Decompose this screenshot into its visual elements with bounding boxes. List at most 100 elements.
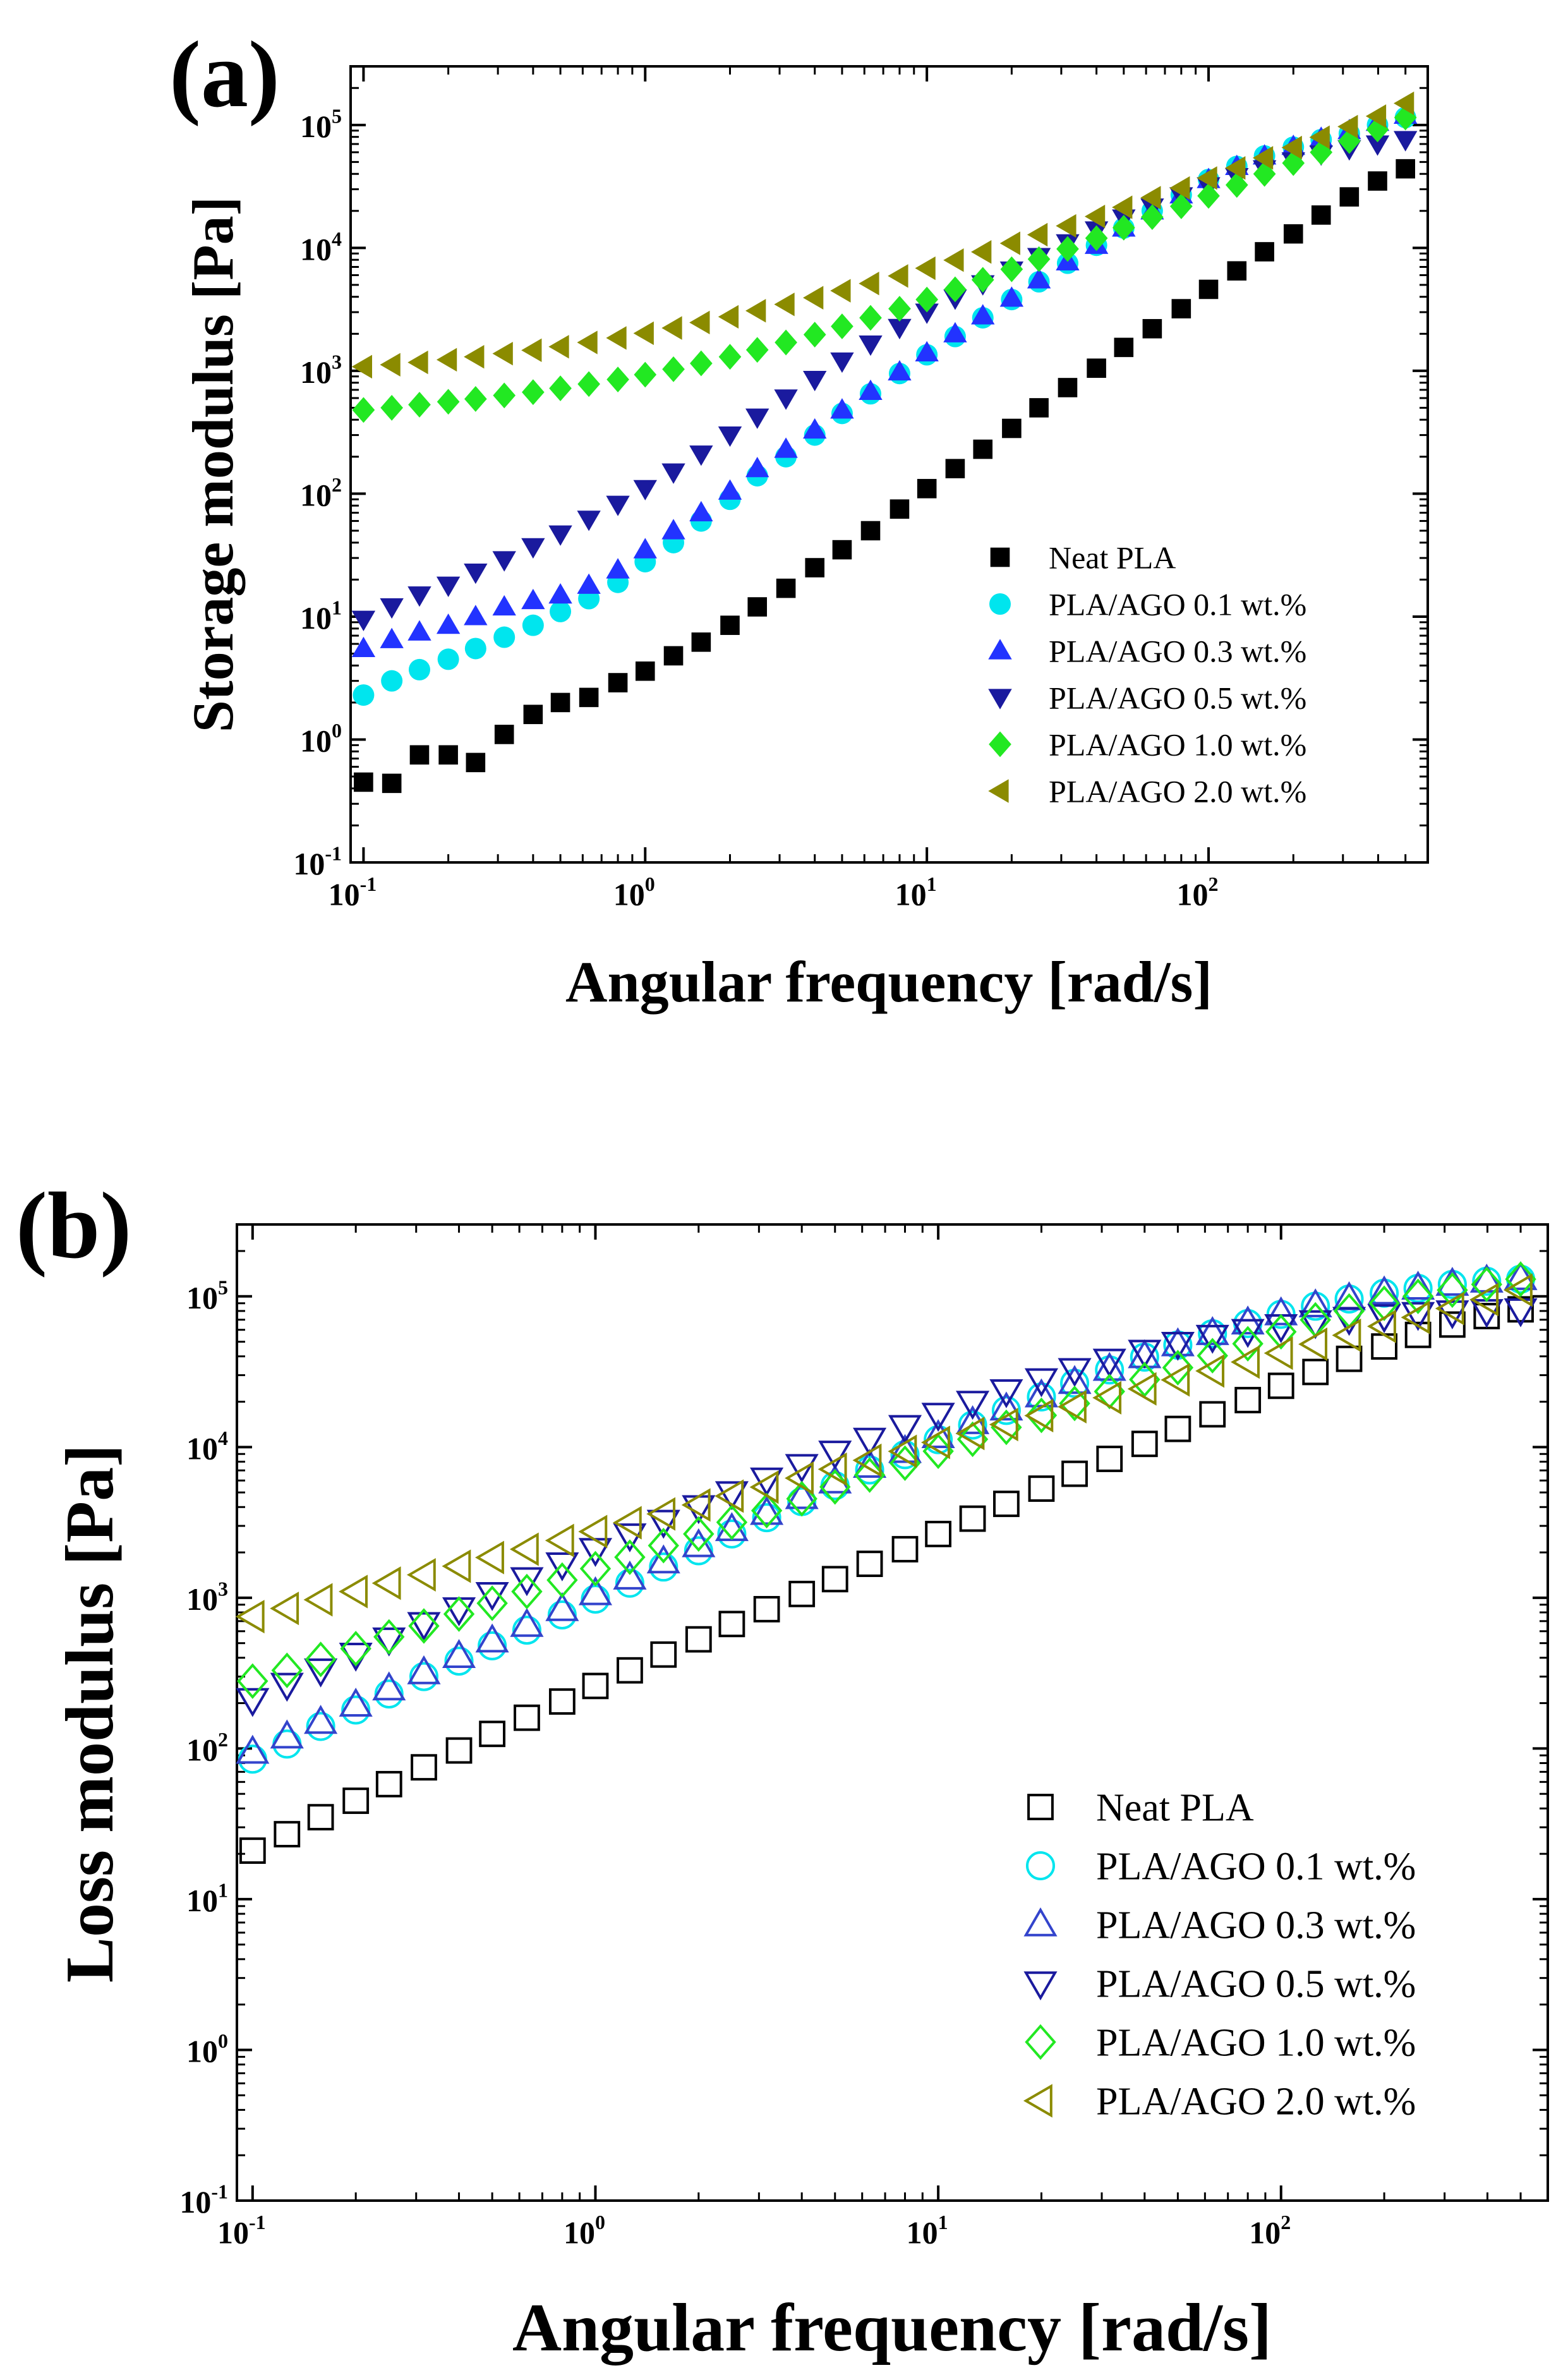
data-point bbox=[437, 648, 459, 670]
data-point bbox=[237, 1663, 268, 1699]
data-point bbox=[745, 456, 769, 478]
data-point bbox=[956, 1421, 989, 1458]
data-point bbox=[373, 1619, 405, 1655]
y-tick-label: 10-1 bbox=[293, 842, 342, 882]
data-point bbox=[891, 1536, 919, 1562]
data-point bbox=[1393, 91, 1414, 116]
legend-label-pla-ago-0-1-wt: PLA/AGO 0.1 wt.% bbox=[1096, 1846, 1416, 1889]
data-point bbox=[1232, 1326, 1263, 1362]
data-point bbox=[1365, 104, 1387, 128]
data-point bbox=[493, 626, 516, 648]
data-point bbox=[442, 1549, 471, 1583]
legend-marker-pla-ago-0-3-wt bbox=[1023, 1907, 1058, 1937]
data-point bbox=[578, 1514, 608, 1549]
data-point bbox=[745, 337, 769, 363]
data-point bbox=[578, 1576, 613, 1605]
data-point bbox=[1298, 1327, 1328, 1362]
data-point bbox=[548, 1688, 576, 1715]
data-point bbox=[785, 1454, 819, 1484]
data-point bbox=[956, 1391, 990, 1420]
data-point bbox=[236, 1688, 270, 1717]
legend-label-neat-pla: Neat PLA bbox=[1049, 540, 1176, 576]
data-point bbox=[579, 1550, 612, 1587]
data-point bbox=[510, 1567, 544, 1597]
data-point bbox=[304, 1658, 338, 1688]
data-point bbox=[408, 392, 431, 418]
legend-label-pla-ago-2-0-wt: PLA/AGO 2.0 wt.% bbox=[1096, 2081, 1416, 2124]
data-point bbox=[1024, 1398, 1054, 1433]
data-point bbox=[888, 360, 912, 381]
data-point bbox=[989, 1408, 1018, 1442]
data-point bbox=[550, 692, 570, 713]
data-point bbox=[1401, 1271, 1435, 1300]
data-point bbox=[615, 1568, 644, 1598]
data-point bbox=[971, 267, 994, 293]
data-point bbox=[830, 352, 854, 373]
data-point bbox=[646, 1497, 676, 1531]
data-point bbox=[662, 356, 685, 382]
data-point bbox=[718, 1611, 745, 1638]
data-point bbox=[1169, 193, 1193, 219]
panel-b-legend: Neat PLA PLA/AGO 0.1 wt.% PLA/AGO 0.3 wt.%… bbox=[1023, 1787, 1416, 2124]
data-point bbox=[691, 632, 711, 652]
data-point bbox=[1197, 1338, 1228, 1374]
data-point bbox=[924, 1425, 953, 1454]
data-point bbox=[479, 1720, 506, 1748]
data-point bbox=[464, 605, 488, 625]
data-point bbox=[372, 1627, 406, 1657]
data-point bbox=[1092, 1348, 1126, 1378]
series-pla-ago-2-0-wt bbox=[351, 91, 1414, 379]
data-point bbox=[408, 1608, 440, 1644]
data-point bbox=[614, 1539, 646, 1575]
data-point bbox=[478, 1631, 507, 1660]
data-point bbox=[683, 1516, 715, 1552]
legend-label-pla-ago-1-0-wt: PLA/AGO 1.0 wt.% bbox=[1049, 727, 1306, 763]
data-point bbox=[577, 573, 601, 594]
legend-marker-pla-ago-1-0-wt bbox=[989, 731, 1011, 758]
data-point bbox=[306, 1712, 335, 1741]
data-point bbox=[1195, 1315, 1229, 1345]
data-point bbox=[371, 1566, 401, 1600]
data-point bbox=[1127, 1372, 1157, 1406]
data-point bbox=[1027, 268, 1051, 289]
series-pla-ago-2-0-wt bbox=[235, 1273, 1533, 1634]
data-point bbox=[859, 335, 883, 356]
data-point bbox=[944, 276, 967, 303]
data-point bbox=[689, 500, 713, 522]
data-point bbox=[803, 286, 824, 310]
data-point bbox=[1404, 1321, 1432, 1348]
panel-b-label: (b) bbox=[16, 1173, 131, 1278]
data-point bbox=[821, 1566, 848, 1593]
legend-label-pla-ago-1-0-wt: PLA/AGO 1.0 wt.% bbox=[1096, 2022, 1416, 2065]
data-point bbox=[545, 1523, 574, 1557]
data-point bbox=[354, 772, 373, 792]
legend-label-pla-ago-0-3-wt: PLA/AGO 0.3 wt.% bbox=[1096, 1904, 1416, 1947]
data-point bbox=[681, 1488, 711, 1522]
data-point bbox=[1087, 358, 1106, 378]
y-tick-label: 105 bbox=[300, 104, 342, 144]
data-point bbox=[521, 338, 542, 363]
data-point bbox=[1161, 1327, 1195, 1357]
data-point bbox=[494, 725, 514, 744]
data-point bbox=[715, 1481, 749, 1511]
data-point bbox=[817, 1452, 847, 1486]
panel-a-axis-ticks: 10-1 100 101 102 10-1 100 101 102 103 104 105 bbox=[293, 66, 1428, 912]
data-point bbox=[1131, 1430, 1158, 1458]
data-point bbox=[690, 350, 713, 377]
data-point bbox=[805, 558, 825, 577]
data-point bbox=[411, 1754, 437, 1781]
data-point bbox=[1161, 1331, 1195, 1361]
legend-marker-neat-pla bbox=[990, 547, 1010, 567]
y-tick-label: 103 bbox=[186, 1577, 228, 1617]
data-point bbox=[550, 600, 572, 622]
data-point bbox=[339, 1574, 368, 1609]
data-point bbox=[921, 1419, 955, 1448]
y-tick-label: 100 bbox=[186, 2029, 228, 2069]
data-point bbox=[803, 322, 826, 347]
data-point bbox=[342, 1787, 370, 1815]
data-point bbox=[958, 1410, 987, 1440]
data-point bbox=[1234, 1387, 1262, 1413]
data-point bbox=[991, 1396, 1021, 1425]
x-tick-label: 100 bbox=[564, 2211, 605, 2251]
